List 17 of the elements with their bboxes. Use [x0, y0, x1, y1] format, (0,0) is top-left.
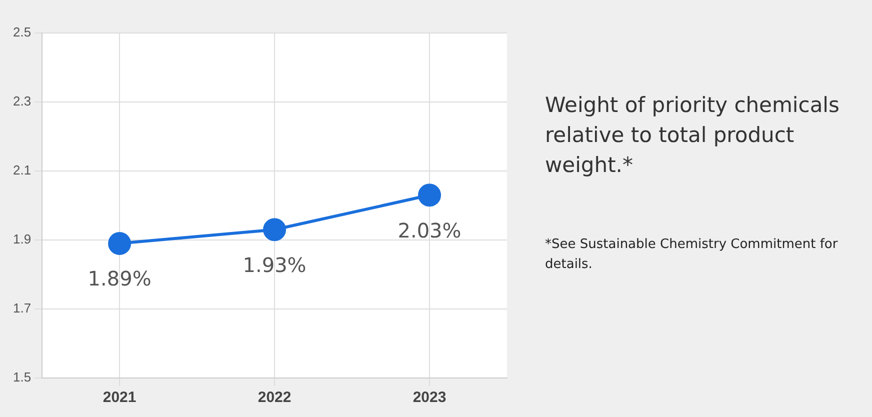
text: Weight of priority chemicals relative to total product weight.* [545, 92, 840, 179]
text: *See Sustainable Chemistry Commitment for details. [545, 236, 839, 274]
y-tick-label: 1.7 [12, 300, 32, 316]
y-tick-label: 1.9 [12, 232, 32, 247]
data-label: 1.93% [242, 252, 306, 277]
x-tick-label: 2022 [258, 389, 292, 406]
y-tick-label: 2.3 [12, 94, 32, 109]
y-tick-label: 2.5 [12, 24, 32, 40]
data-label: 2.03% [398, 218, 462, 242]
data-label: 1.89% [88, 266, 152, 291]
point [418, 184, 442, 207]
point [108, 232, 132, 255]
y-tick-label: 2.1 [12, 162, 32, 178]
point [263, 218, 286, 242]
x-tick-label: 2023 [412, 389, 446, 406]
x-tick-label: 2021 [102, 389, 136, 406]
y-tick-label: 1.5 [12, 370, 32, 385]
